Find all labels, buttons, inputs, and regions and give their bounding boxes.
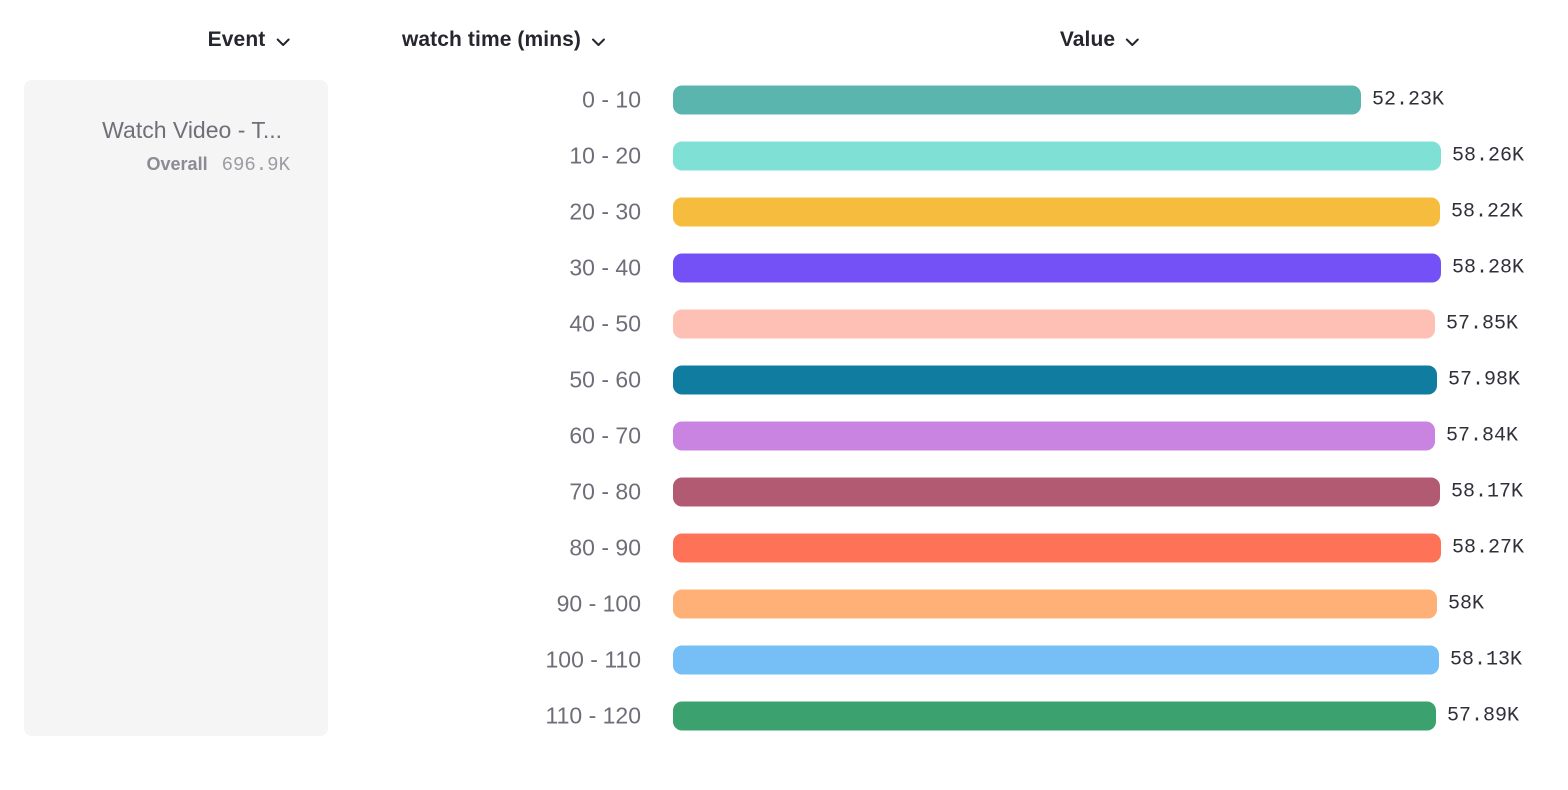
value-column-header[interactable]: Value [1060, 28, 1140, 52]
bin-label: 30 - 40 [569, 254, 641, 281]
bin-label: 100 - 110 [545, 646, 641, 673]
bar[interactable] [673, 141, 1441, 171]
bar-row: 110 - 120 57.89K [0, 688, 1568, 744]
bar-value-label: 58K [1448, 592, 1485, 616]
chevron-down-icon [1125, 37, 1140, 47]
bar-row: 60 - 70 57.84K [0, 408, 1568, 464]
bar-value-label: 58.28K [1452, 256, 1525, 280]
bin-label: 110 - 120 [545, 702, 641, 729]
bar-row: 10 - 20 58.26K [0, 128, 1568, 184]
bar-value-label: 58.22K [1451, 200, 1524, 224]
bin-label: 90 - 100 [556, 590, 641, 617]
bar-row: 40 - 50 57.85K [0, 296, 1568, 352]
bin-label: 0 - 10 [582, 86, 641, 113]
bar-value-label: 58.17K [1451, 480, 1524, 504]
bin-label: 20 - 30 [569, 198, 641, 225]
bucket-column-header[interactable]: watch time (mins) [402, 28, 606, 52]
bar[interactable] [673, 197, 1440, 227]
bin-label: 40 - 50 [569, 310, 641, 337]
bar[interactable] [673, 701, 1436, 731]
overall-label: Overall [146, 153, 208, 174]
bar-value-label: 58.26K [1452, 144, 1525, 168]
bar[interactable] [673, 309, 1435, 339]
bar-value-label: 58.13K [1450, 648, 1523, 672]
bar[interactable] [673, 589, 1437, 619]
bar-row: 90 - 100 58K [0, 576, 1568, 632]
bin-label: 70 - 80 [569, 478, 641, 505]
bin-label: 50 - 60 [569, 366, 641, 393]
bar[interactable] [673, 533, 1441, 563]
bar-value-label: 58.27K [1452, 536, 1525, 560]
overall-value: 696.9K [221, 153, 290, 176]
event-card[interactable]: Watch Video - T... Overall 696.9K [24, 80, 328, 736]
overall-row: Overall 696.9K [44, 154, 290, 176]
bar[interactable] [673, 477, 1440, 507]
value-column-label: Value [1059, 28, 1116, 51]
bar[interactable] [673, 253, 1441, 283]
chevron-down-icon [591, 37, 606, 47]
bar-row: 30 - 40 58.28K [0, 240, 1568, 296]
bar-row: 0 - 10 52.23K [0, 72, 1568, 128]
event-title: Watch Video - T... [102, 117, 282, 143]
bar[interactable] [673, 645, 1439, 675]
event-column-header[interactable]: Event [208, 28, 291, 52]
bar-value-label: 57.89K [1447, 704, 1520, 728]
bar[interactable] [673, 85, 1361, 115]
bar-value-label: 52.23K [1372, 88, 1445, 112]
bar-value-label: 57.85K [1446, 312, 1519, 336]
bin-label: 80 - 90 [569, 534, 641, 561]
bin-label: 10 - 20 [569, 142, 641, 169]
bar-row: 100 - 110 58.13K [0, 632, 1568, 688]
bar[interactable] [673, 421, 1435, 451]
chevron-down-icon [275, 37, 290, 47]
bar-row: 20 - 30 58.22K [0, 184, 1568, 240]
bucket-column-label: watch time (mins) [401, 28, 582, 51]
event-column-label: Event [207, 28, 266, 51]
bar-row: 50 - 60 57.98K [0, 352, 1568, 408]
bar-row: 80 - 90 58.27K [0, 520, 1568, 576]
bar-value-label: 57.98K [1448, 368, 1521, 392]
bin-label: 60 - 70 [569, 422, 641, 449]
bar-value-label: 57.84K [1446, 424, 1519, 448]
bar-row: 70 - 80 58.17K [0, 464, 1568, 520]
bar[interactable] [673, 365, 1437, 395]
